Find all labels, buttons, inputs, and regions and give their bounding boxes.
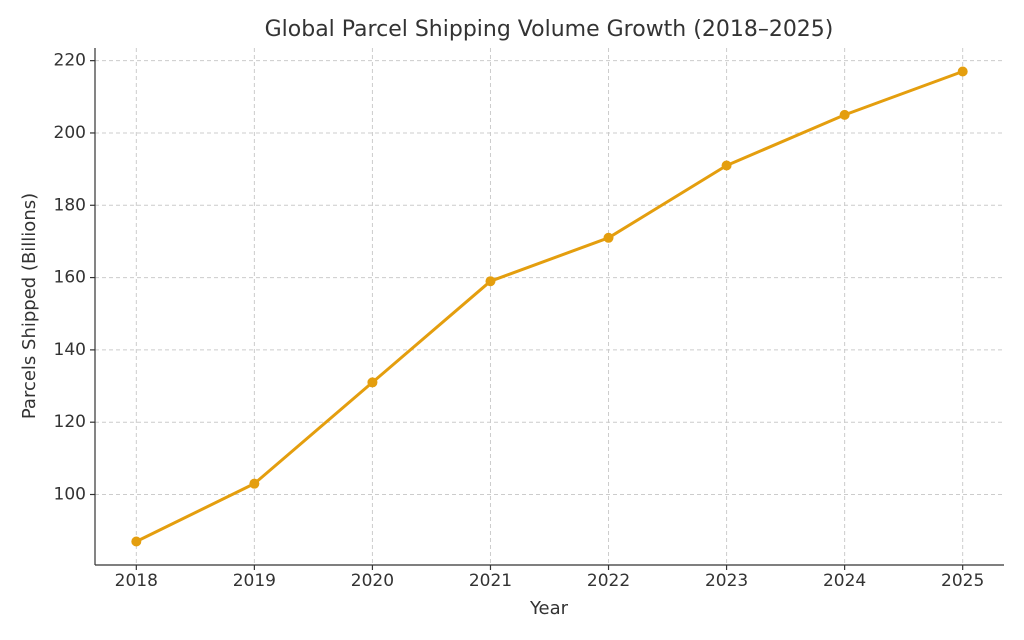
x-tick-label: 2021: [469, 571, 512, 591]
x-tick-label: 2018: [115, 571, 158, 591]
point: [367, 377, 378, 388]
x-tick-label: 2024: [823, 571, 866, 591]
line: [135, 70, 964, 543]
y-axis-label: Parcels Shipped (Billions): [19, 193, 40, 419]
point: [249, 478, 260, 489]
y-tick-label: 220: [54, 51, 86, 71]
y-tick-label: 200: [54, 123, 86, 143]
point: [721, 160, 732, 171]
x-tick-label: 2022: [587, 571, 630, 591]
y-tick-label: 100: [54, 485, 86, 505]
x-axis-label: Year: [529, 598, 569, 619]
point: [131, 536, 142, 547]
y-tick-label: 120: [54, 412, 86, 432]
point: [839, 109, 850, 120]
x-tick-label: 2025: [941, 571, 984, 591]
x-tick-label: 2023: [705, 571, 748, 591]
y-tick-label: 140: [54, 340, 86, 360]
x-tick-label: 2020: [351, 571, 394, 591]
chart-title: Global Parcel Shipping Volume Growth (20…: [265, 17, 834, 42]
y-tick-label: 180: [54, 195, 86, 215]
y-tick-label: 160: [54, 268, 86, 288]
point: [957, 66, 968, 77]
point: [485, 276, 496, 287]
x-tick-label: 2019: [233, 571, 276, 591]
point: [603, 232, 614, 243]
